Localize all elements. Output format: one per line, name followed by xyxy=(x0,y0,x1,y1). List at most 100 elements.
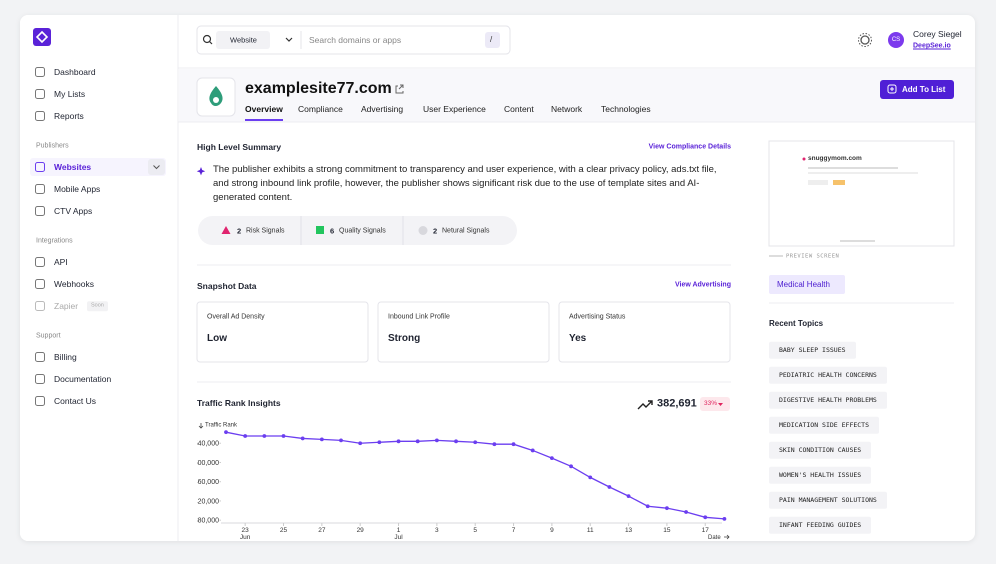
y-axis-arrow xyxy=(198,423,204,429)
chevron[interactable] xyxy=(285,37,293,42)
nav-heading: Support xyxy=(36,332,61,340)
data-point xyxy=(415,439,420,444)
search-box[interactable] xyxy=(196,25,511,55)
external-link-icon[interactable] xyxy=(395,84,404,94)
search-placeholder[interactable]: Search domains or apps xyxy=(309,34,402,45)
y-tick-label: 380,000 xyxy=(194,518,219,525)
nav-item[interactable]: Mobile Apps xyxy=(54,183,101,194)
card-value: Strong xyxy=(388,333,421,344)
nav-item[interactable]: Reports xyxy=(54,110,84,121)
data-point xyxy=(396,439,401,444)
search-icon xyxy=(209,41,213,45)
tab[interactable]: Advertising xyxy=(361,103,404,114)
data-point xyxy=(339,438,343,443)
nav-item[interactable]: Zapier xyxy=(54,300,79,311)
snapshot-card xyxy=(377,301,550,363)
x-tick-label: 29 xyxy=(357,527,365,534)
avatar[interactable] xyxy=(888,32,904,48)
nav-icon xyxy=(35,301,45,311)
nav-item[interactable]: Contact Us xyxy=(54,395,97,406)
nav-item[interactable]: Websites xyxy=(54,161,92,172)
tab[interactable]: Compliance xyxy=(298,103,343,114)
section-link[interactable]: View Compliance Details xyxy=(648,143,731,151)
data-point xyxy=(492,442,497,447)
theme-icon[interactable] xyxy=(860,35,870,45)
snapshot-card xyxy=(558,301,731,363)
x-tick-label: 9 xyxy=(550,527,554,534)
nav-icon xyxy=(35,67,45,77)
topic-chip: DIGESTIVE HEALTH PROBLEMS xyxy=(769,391,887,409)
nav-icon xyxy=(35,396,45,406)
app-content: Traffic Rank Date 380,000 420,000 460,000 500… xyxy=(20,15,975,541)
tab[interactable]: Network xyxy=(551,103,583,114)
nav-item[interactable]: Documentation xyxy=(54,373,112,384)
scope-chip[interactable] xyxy=(216,31,270,49)
data-point xyxy=(722,516,727,521)
site-domain: examplesite77.com xyxy=(245,80,392,97)
app-window: Traffic Rank Date 380,000 420,000 460,000 500… xyxy=(20,15,975,541)
add-button-label[interactable]: Add To List xyxy=(902,84,946,94)
data-point xyxy=(281,434,286,438)
nav-icon xyxy=(35,257,45,267)
x-tick-label: 7 xyxy=(512,527,516,534)
chart-title: Traffic Rank Insights xyxy=(197,397,281,408)
x-tick-label: 11 xyxy=(587,527,594,534)
trend-icon xyxy=(637,400,653,410)
data-point xyxy=(588,475,593,480)
data-point xyxy=(549,456,554,461)
shortcut-key xyxy=(485,32,500,48)
nav-icon xyxy=(35,206,45,216)
nav-icon xyxy=(35,352,45,362)
nav-icon xyxy=(35,89,45,99)
theme-icon[interactable] xyxy=(858,33,872,47)
nav-item[interactable]: Dashboard xyxy=(54,66,96,77)
user-org[interactable]: DeepSee.io xyxy=(913,42,951,50)
y-tick-label: 500,000 xyxy=(194,460,219,467)
nav-item[interactable]: API xyxy=(54,256,68,267)
nav-item[interactable]: Webhooks xyxy=(54,278,95,289)
signals-pill xyxy=(198,216,517,245)
nav-item[interactable]: My Lists xyxy=(54,88,86,99)
y-axis-label: Traffic Rank xyxy=(205,423,238,429)
data-point xyxy=(358,441,363,446)
down-arrow xyxy=(718,403,723,406)
data-point xyxy=(243,434,248,438)
nav-item[interactable]: Billing xyxy=(54,351,77,362)
category-chip xyxy=(769,275,845,294)
tab[interactable]: User Experience xyxy=(423,103,486,114)
data-point xyxy=(569,464,573,469)
header-band xyxy=(179,69,975,122)
nav-badge: Soon xyxy=(87,301,108,311)
data-point xyxy=(319,437,324,442)
preview-dot xyxy=(802,157,806,161)
headline-value: 382,691 xyxy=(657,397,697,410)
shortcut-label: / xyxy=(490,35,493,44)
tab[interactable]: Overview xyxy=(245,103,283,114)
x-tick-label: 5 xyxy=(473,527,477,534)
search-scope[interactable]: Website xyxy=(230,35,257,45)
signal-label: Quality Signals xyxy=(339,227,386,234)
add-button[interactable] xyxy=(880,80,954,99)
trend-line xyxy=(225,431,725,520)
section-title: High Level Summary xyxy=(197,141,282,152)
topic-chip: PEDIATRIC HEALTH CONCERNS xyxy=(769,366,887,384)
signal-label: Netural Signals xyxy=(442,227,490,234)
add-icon xyxy=(887,84,897,94)
tab[interactable]: Technologies xyxy=(601,103,651,114)
data-point xyxy=(454,439,458,444)
preview-line xyxy=(808,172,918,174)
search-icon xyxy=(202,34,212,44)
change-badge xyxy=(700,397,730,411)
data-point xyxy=(473,440,478,445)
section-link[interactable]: View Advertising xyxy=(674,281,731,289)
tab[interactable]: Content xyxy=(504,103,534,114)
preview-line xyxy=(808,167,898,169)
data-point xyxy=(665,506,669,511)
summary-text: The publisher exhibits a strong commitme… xyxy=(213,164,717,203)
data-point xyxy=(511,442,516,447)
graphics: Traffic Rank Date 380,000 420,000 460,000 500… xyxy=(20,15,975,541)
preview-line xyxy=(833,180,845,185)
card-value: Low xyxy=(207,333,227,344)
nav-item[interactable]: CTV Apps xyxy=(54,205,93,216)
